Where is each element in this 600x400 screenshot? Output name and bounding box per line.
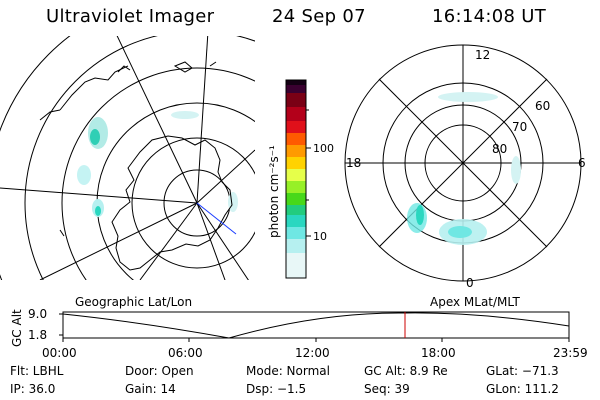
- colorbar: [285, 79, 311, 279]
- timeline-left-title: Geographic Lat/Lon: [75, 295, 192, 309]
- polar-lat-70: 70: [512, 120, 527, 134]
- timeline-y-bottom: 1.8: [28, 328, 47, 342]
- polar-lat-60: 60: [535, 99, 550, 113]
- altitude-timeline: [59, 311, 570, 342]
- colorbar-tick-10: 10: [313, 230, 327, 243]
- timeline-tick: 23:59: [553, 346, 588, 360]
- timeline-tick: 12:00: [295, 346, 330, 360]
- timeline-y-label: GC Alt: [10, 309, 24, 347]
- info-glon: GLon: 111.2: [486, 382, 559, 396]
- polar-lat-80: 80: [492, 142, 507, 156]
- timeline-tick: 18:00: [421, 346, 456, 360]
- info-mode: Mode: Normal: [246, 364, 330, 378]
- timeline-y-top: 9.0: [28, 307, 47, 321]
- info-dsp: Dsp: −1.5: [246, 382, 307, 396]
- info-door: Door: Open: [125, 364, 194, 378]
- info-filter: Flt: LBHL: [10, 364, 64, 378]
- polar-label-12: 12: [475, 48, 490, 62]
- header-time: 16:14:08 UT: [432, 6, 547, 27]
- polar-label-18: 18: [346, 156, 361, 170]
- info-glat: GLat: −71.3: [486, 364, 559, 378]
- header-date: 24 Sep 07: [272, 6, 366, 27]
- colorbar-tick-100: 100: [313, 142, 334, 155]
- info-seq: Seq: 39: [364, 382, 410, 396]
- info-gain: Gain: 14: [125, 382, 176, 396]
- geographic-map: [0, 36, 255, 280]
- instrument-title: Ultraviolet Imager: [46, 6, 215, 27]
- info-gc-alt: GC Alt: 8.9 Re: [364, 364, 448, 378]
- colorbar-unit: photon cm⁻²s⁻¹: [267, 145, 281, 238]
- timeline-right-title: Apex MLat/MLT: [430, 295, 520, 309]
- polar-label-6: 6: [578, 156, 586, 170]
- altitude-curve: [62, 312, 570, 339]
- timeline-tick: 06:00: [168, 346, 203, 360]
- timeline-tick: 00:00: [42, 346, 77, 360]
- magnetic-polar-plot: [344, 44, 582, 282]
- info-ip: IP: 36.0: [10, 382, 56, 396]
- polar-label-0: 0: [466, 276, 474, 290]
